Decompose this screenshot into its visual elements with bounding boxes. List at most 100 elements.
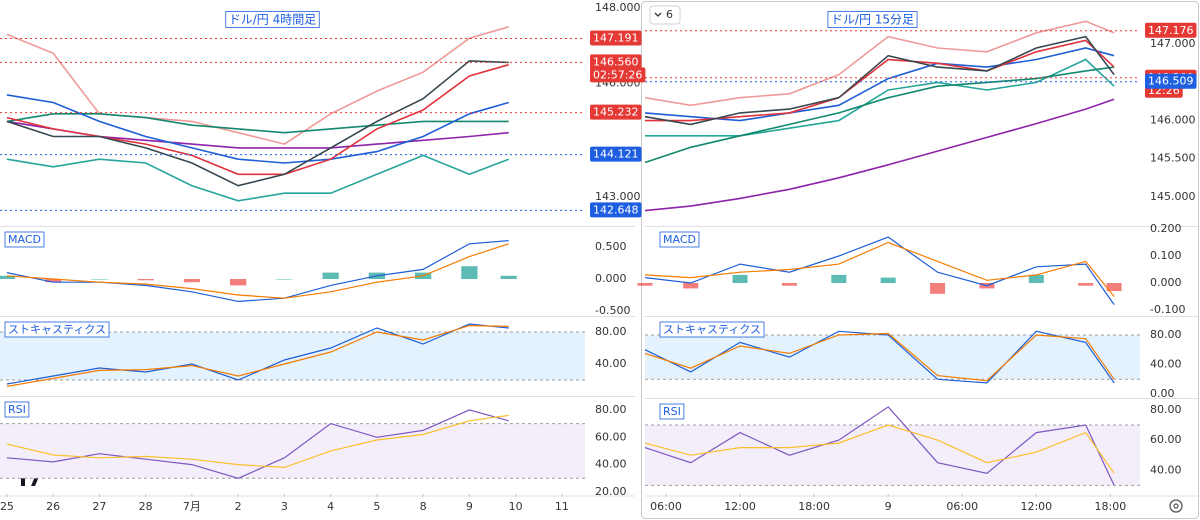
series-line xyxy=(644,406,1115,486)
label-box xyxy=(659,403,685,420)
y-tick-label: -0.100 xyxy=(1150,303,1185,316)
histogram-bar xyxy=(91,279,108,280)
y-tick-label: 143.000 xyxy=(595,190,641,203)
series-line xyxy=(644,47,1115,122)
x-tick-label: 12:00 xyxy=(1020,500,1052,513)
x-tick-label: 26 xyxy=(46,500,60,513)
x-tick-label: 28 xyxy=(139,500,153,513)
series-line xyxy=(644,241,1115,297)
indicator-title: MACD xyxy=(663,233,696,246)
y-tick-label: 80.00 xyxy=(1150,403,1182,416)
y-tick-label: 147.000 xyxy=(1150,37,1196,50)
x-tick-label: 9 xyxy=(466,500,473,513)
zone xyxy=(0,423,585,479)
indicator-title: RSI xyxy=(8,403,26,416)
histogram-bar xyxy=(137,279,154,281)
label-box xyxy=(590,146,642,162)
zone xyxy=(645,334,1140,380)
histogram-bar xyxy=(930,283,946,294)
histogram-bar xyxy=(461,266,478,280)
y-tick-label: 40.00 xyxy=(1150,357,1182,370)
zone xyxy=(0,332,585,380)
histogram-bar xyxy=(781,283,797,286)
chart-title: ドル/円 15分足 xyxy=(831,13,914,27)
x-tick-label: 2 xyxy=(235,500,242,513)
histogram-bar xyxy=(183,279,201,283)
series-line xyxy=(644,330,1115,384)
interval-button[interactable] xyxy=(649,5,681,25)
price-label: 147.176 xyxy=(1148,24,1194,37)
label-box xyxy=(4,321,110,338)
series-line xyxy=(6,94,509,164)
label-box xyxy=(225,11,320,28)
y-tick-label: 0.500 xyxy=(595,240,627,253)
x-tick-label: 11 xyxy=(555,500,569,513)
series-line xyxy=(644,98,1115,212)
y-tick-label: 145.000 xyxy=(1150,190,1196,203)
label-box xyxy=(4,401,30,418)
settings-icon[interactable] xyxy=(1169,499,1183,513)
y-tick-label: 146.000 xyxy=(1150,114,1196,127)
series-line xyxy=(6,63,509,176)
x-tick-label: 8 xyxy=(420,500,427,513)
histogram-bar xyxy=(0,275,16,280)
series-line xyxy=(6,243,509,299)
indicator-title: MACD xyxy=(8,233,41,246)
x-tick-label: 9 xyxy=(885,500,892,513)
y-tick-label: 60.00 xyxy=(1150,433,1182,446)
x-tick-label: 3 xyxy=(281,500,288,513)
histogram-bar xyxy=(683,283,699,289)
interval-badge: 6 xyxy=(666,8,673,21)
series-line xyxy=(6,409,509,479)
histogram-bar xyxy=(230,279,247,286)
label-box xyxy=(1145,73,1197,89)
series-line xyxy=(6,414,509,469)
histogram-bar xyxy=(1028,274,1044,284)
chart-title: ドル/円 4時間足 xyxy=(229,13,317,27)
histogram-bar xyxy=(831,274,847,284)
price-label: 142.648 xyxy=(593,203,639,216)
label-box xyxy=(659,321,765,338)
label-box xyxy=(590,30,642,46)
label-box xyxy=(590,104,642,120)
y-tick-label: 145.500 xyxy=(1150,152,1196,165)
series-line xyxy=(644,20,1115,107)
label-box xyxy=(1145,22,1197,38)
histogram-bar xyxy=(500,275,517,280)
chevron-icon xyxy=(654,12,662,17)
label-box xyxy=(590,202,642,218)
label-box xyxy=(4,231,45,248)
x-tick-label: 27 xyxy=(92,500,106,513)
series-line xyxy=(645,58,1115,137)
x-tick-label: 18:00 xyxy=(1095,500,1127,513)
price-label: 144.121 xyxy=(593,148,639,161)
y-tick-label: 20.00 xyxy=(595,485,627,498)
price-label: 145.232 xyxy=(593,106,639,119)
x-tick-label: 4 xyxy=(327,500,334,513)
y-tick-label: 0.100 xyxy=(1150,249,1182,262)
right-panel-frame xyxy=(641,1,1199,519)
x-tick-label: 5 xyxy=(373,500,380,513)
y-tick-label: 60.00 xyxy=(595,430,627,443)
y-tick-label: 80.00 xyxy=(1150,328,1182,341)
histogram-bar xyxy=(732,274,748,284)
price-label: 147.191 xyxy=(593,32,639,45)
label-box xyxy=(659,231,700,248)
indicator-title: ストキャスティクス xyxy=(663,323,761,336)
y-tick-label: 0.00 xyxy=(1150,387,1175,400)
x-tick-label: 06:00 xyxy=(946,500,978,513)
histogram-bar xyxy=(880,277,896,284)
price-label: 146.560 xyxy=(593,55,639,68)
label-box xyxy=(590,54,642,70)
y-tick-label: 40.00 xyxy=(595,458,627,471)
x-tick-label: 7月 xyxy=(183,500,201,513)
y-tick-label: -0.500 xyxy=(595,304,630,317)
series-line xyxy=(6,60,509,187)
y-tick-label: 0.000 xyxy=(595,272,627,285)
histogram-bar xyxy=(276,279,293,280)
x-tick-label: 10 xyxy=(509,500,523,513)
label-box xyxy=(827,11,918,28)
zone xyxy=(645,425,1140,486)
histogram-bar xyxy=(1106,283,1122,292)
label-box xyxy=(590,67,646,83)
